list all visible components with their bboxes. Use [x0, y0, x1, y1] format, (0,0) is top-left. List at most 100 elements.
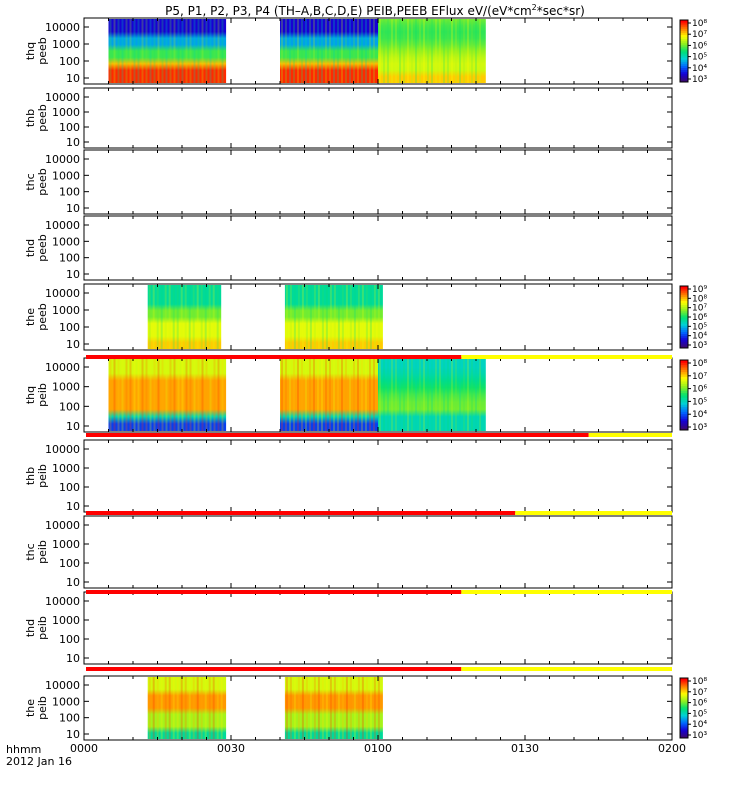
colorbar-cell [680, 724, 688, 727]
panel-frame [83, 439, 673, 513]
colorbar-cell [680, 360, 688, 363]
spectrogram-streak [133, 19, 136, 83]
spectrogram-streak [168, 285, 171, 349]
title-units: *sec*sr) [536, 4, 585, 18]
spectrogram-streak [153, 359, 156, 431]
colorbar-cell [680, 28, 688, 31]
spectrogram-streak [204, 677, 207, 739]
mode-bar-red [86, 433, 589, 437]
spectrogram-streak [387, 19, 389, 83]
spectrogram-streak [109, 19, 112, 83]
y-tick-label: 10 [66, 420, 80, 433]
spectrogram-streak [121, 19, 124, 83]
spectrogram-streak [137, 19, 140, 83]
spectrogram-streak [387, 359, 389, 431]
spectrogram-streak [184, 677, 187, 739]
colorbar-cell [680, 337, 688, 341]
colorbar-tick-label: 10⁵ [692, 397, 707, 407]
y-tick-label: 10 [66, 652, 80, 665]
spectrogram-streak [349, 285, 352, 349]
colorbar-tick-label: 10⁶ [692, 313, 707, 323]
spectrogram-streak [281, 19, 283, 83]
spectrogram-block [284, 677, 383, 739]
spectrogram-streak [204, 285, 207, 349]
colorbar-cell [680, 367, 688, 370]
colorbar-tick-label: 10⁷ [692, 688, 707, 698]
colorbar-cell [680, 77, 688, 81]
colorbar-cell [680, 680, 688, 683]
spectrogram-streak [285, 19, 287, 83]
colorbar-cell [680, 36, 688, 40]
spectrogram-streak [395, 359, 397, 431]
spectrogram-streak [153, 19, 156, 83]
spectrogram-streak [185, 359, 188, 431]
spectrogram-streak [345, 677, 348, 739]
colorbar-cell [680, 298, 688, 301]
colorbar-cell [680, 32, 688, 35]
spectrogram-streak [333, 677, 336, 739]
panel-thc-peeb: 10 100 1000 10000 thc peeb [24, 149, 673, 215]
spectrogram-streak [341, 285, 344, 349]
colorbar-frame [679, 359, 689, 431]
colorbar-cell [680, 728, 688, 731]
colorbar-cell [680, 42, 688, 46]
colorbar-tick-label: 10⁶ [692, 699, 707, 709]
spectrogram-streak [313, 677, 316, 739]
spectrogram-streak [181, 19, 184, 83]
colorbar-cell [680, 57, 688, 60]
spectrogram-streak [133, 359, 136, 431]
spectrogram-streak [148, 285, 151, 349]
panel-label-product: peeb [36, 303, 49, 331]
spectrogram-streak [152, 285, 155, 349]
spectrogram-streak [369, 285, 372, 349]
spectrogram-streak [379, 359, 381, 431]
colorbar-cell [680, 55, 688, 58]
spectrogram-streak [407, 359, 409, 431]
colorbar-cell [680, 692, 688, 695]
x-tick-label: 0000 [70, 742, 98, 755]
colorbar-cell [680, 732, 688, 735]
spectrogram-streak [353, 19, 355, 83]
panel-label-product: peib [36, 383, 49, 407]
spectrogram-streak [297, 19, 299, 83]
colorbar-cell [680, 59, 688, 62]
colorbar-cell [680, 290, 688, 293]
spectrogram-streak [177, 19, 180, 83]
spectrogram-streak [173, 359, 176, 431]
spectrogram-streak [297, 285, 300, 349]
colorbar-tick-label: 10³ [692, 341, 707, 351]
colorbar-cell [680, 327, 688, 330]
y-tick-label: 10000 [45, 219, 80, 232]
colorbar-cell [680, 335, 688, 339]
colorbar-cell [680, 63, 688, 66]
colorbar-cell [680, 423, 688, 426]
colorbar-cell [680, 44, 688, 48]
spectrogram-streak [349, 677, 352, 739]
y-tick-label: 10000 [45, 21, 80, 34]
spectrogram-streak [157, 359, 160, 431]
spectrogram-streak [365, 19, 367, 83]
x-tick-label: 0130 [511, 742, 539, 755]
y-tick-label: 10 [66, 500, 80, 513]
y-tick-label: 10 [66, 136, 80, 149]
panel-thc-peib: 10 100 1000 10000 thc peib [24, 515, 673, 589]
spectrogram-streak [471, 19, 473, 83]
chart-title: P5, P1, P2, P3, P4 (TH–A,B,C,D,E) PEIB,P… [0, 0, 750, 19]
spectrogram-streak [196, 677, 199, 739]
colorbar-tick-label: 10⁵ [692, 53, 707, 63]
spectrogram-streak [337, 19, 339, 83]
spectrogram-streak [361, 359, 363, 431]
spectrogram-block [108, 359, 227, 431]
spectrogram-streak [325, 677, 328, 739]
colorbar-tick-label: 10⁶ [692, 385, 707, 395]
colorbar-cell [680, 343, 688, 347]
spectrogram-streak [467, 19, 469, 83]
spectrogram-streak [309, 19, 311, 83]
spectrogram-streak [399, 359, 401, 431]
spectrogram-streak [188, 677, 191, 739]
spectrogram-streak [475, 19, 477, 83]
spectrogram-streak [285, 677, 288, 739]
colorbar-tick-label: 10⁴ [692, 332, 707, 342]
spectrogram-streak [443, 19, 445, 83]
spectrogram-streak [165, 19, 168, 83]
